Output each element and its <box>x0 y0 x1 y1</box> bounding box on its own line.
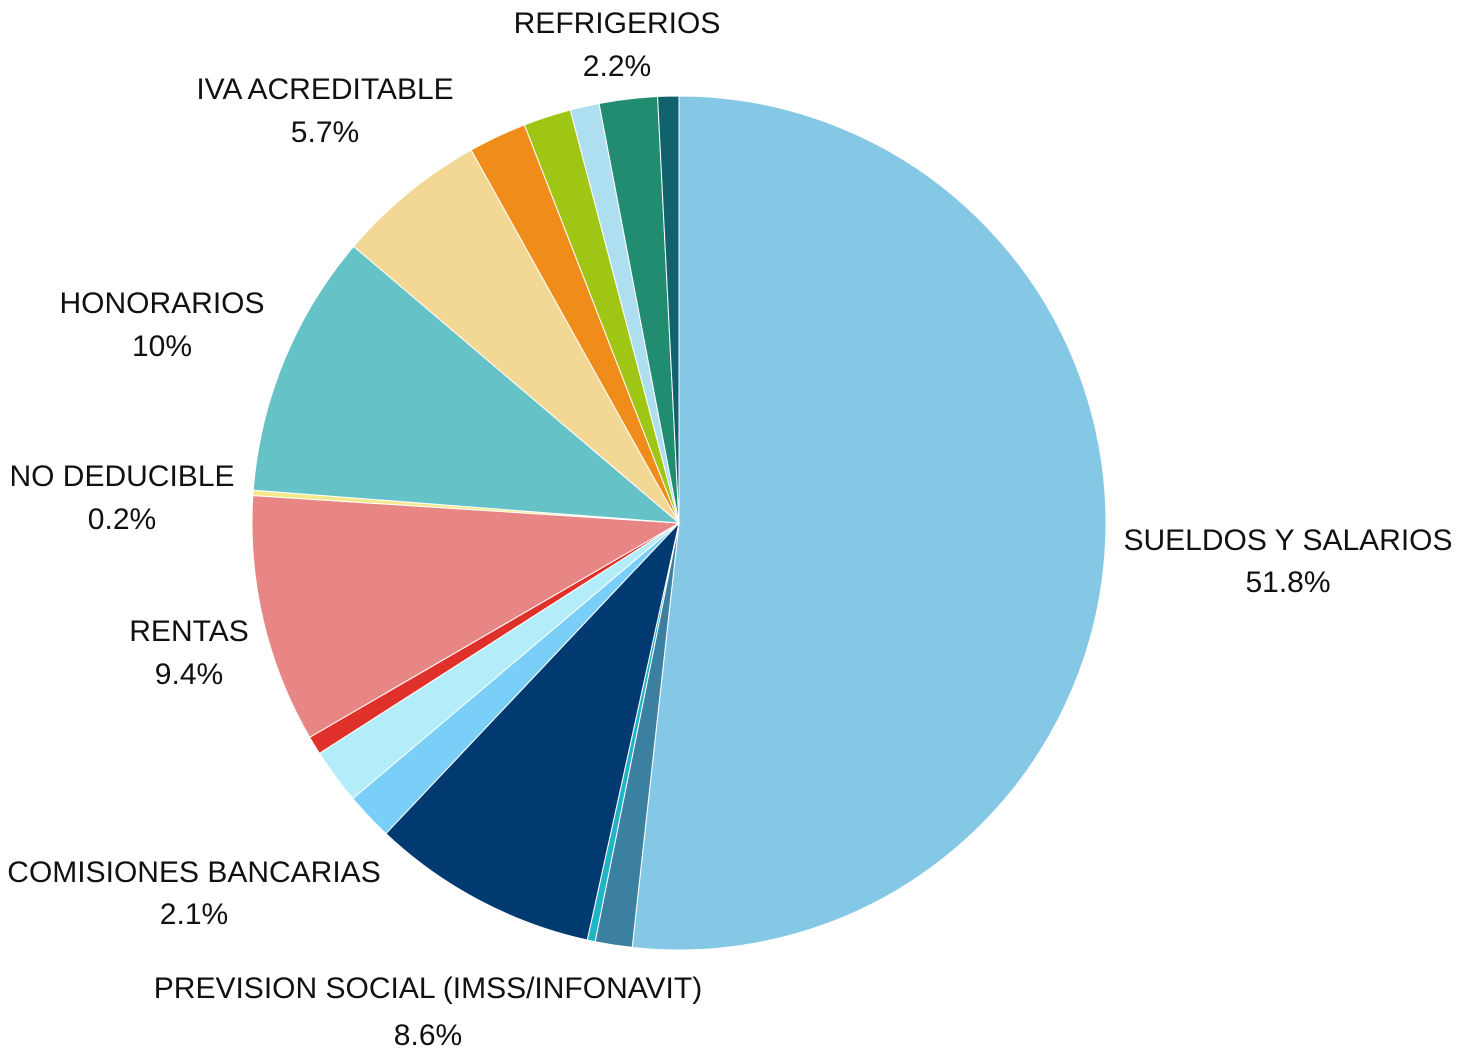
pie-slice-rentas <box>251 495 681 738</box>
slice-value-refrigerios: 2.2% <box>583 50 651 83</box>
pie-slice-sueldos-y-salarios <box>631 95 1107 951</box>
pie-slice-prevision-social-imss-infonavit <box>385 521 680 941</box>
pie-slice-honorarios <box>252 245 681 524</box>
slice-label-honorarios: HONORARIOS <box>59 287 264 320</box>
pie-slice-iva-acreditable <box>352 149 680 524</box>
slice-label-refrigerios: REFRIGERIOS <box>514 7 721 40</box>
slice-value-prevision-social: 8.6% <box>394 1019 462 1051</box>
pie-labels: SUELDOS Y SALARIOS 51.8% PREVISION SOCIA… <box>7 7 1452 1051</box>
slice-label-sueldos-y-salarios: SUELDOS Y SALARIOS <box>1123 524 1452 557</box>
slice-value-rentas: 9.4% <box>155 658 223 691</box>
slice-value-no-deducible: 0.2% <box>88 503 156 536</box>
slice-label-no-deducible: NO DEDUCIBLE <box>9 460 234 493</box>
slice-value-comisiones-bancarias: 2.1% <box>160 898 228 931</box>
slice-value-iva-acreditable: 5.7% <box>291 116 359 149</box>
pie-slice-unlabeled-15 <box>657 95 680 524</box>
slice-label-prevision-social: PREVISION SOCIAL (IMSS/INFONAVIT) <box>154 972 702 1005</box>
slice-label-comisiones-bancarias: COMISIONES BANCARIAS <box>7 856 380 889</box>
slice-value-honorarios: 10% <box>132 330 192 363</box>
slice-value-sueldos-y-salarios: 51.8% <box>1245 566 1330 599</box>
slice-label-iva-acreditable: IVA ACREDITABLE <box>196 73 453 106</box>
pie-slices <box>251 95 1107 951</box>
slice-label-rentas: RENTAS <box>129 615 248 648</box>
